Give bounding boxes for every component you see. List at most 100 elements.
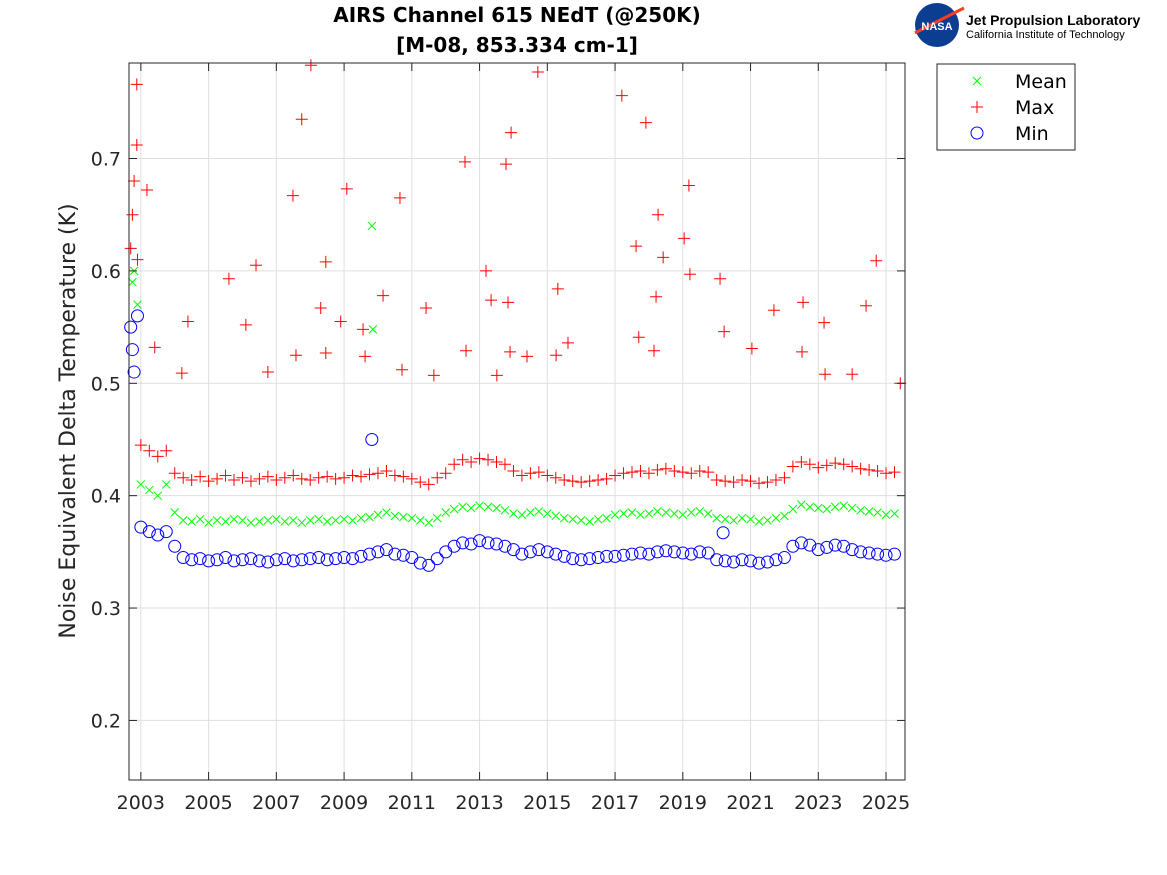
- max-point: [202, 475, 215, 488]
- max-point: [549, 471, 562, 484]
- max-point: [561, 336, 574, 349]
- max-point: [634, 464, 647, 477]
- min-point: [574, 553, 588, 567]
- mean-point: [864, 507, 874, 516]
- mean-point: [466, 503, 476, 513]
- max-point: [130, 78, 143, 91]
- logo-org: Jet Propulsion Laboratory: [966, 12, 1140, 28]
- max-point: [359, 350, 372, 363]
- max-point: [480, 264, 493, 277]
- legend-label-max: Max: [1015, 97, 1054, 119]
- x-tick-label: 2019: [659, 792, 707, 814]
- min-point: [820, 540, 834, 554]
- min-point: [346, 552, 360, 566]
- max-point: [710, 473, 723, 486]
- min-point: [125, 343, 139, 357]
- max-point: [414, 476, 427, 489]
- max-point: [632, 331, 645, 344]
- min-point: [388, 547, 402, 561]
- mean-point: [720, 514, 730, 524]
- min-point: [633, 546, 647, 560]
- logo-sub: California Institute of Technology: [966, 29, 1125, 41]
- min-point: [735, 553, 749, 567]
- max-point: [498, 458, 511, 471]
- max-point: [683, 268, 696, 281]
- x-tick-label: 2007: [252, 792, 300, 814]
- min-point: [413, 556, 427, 570]
- mean-point: [322, 517, 332, 526]
- max-point: [287, 469, 300, 482]
- mean-point: [712, 513, 722, 523]
- min-point: [591, 550, 605, 564]
- mean-point: [526, 508, 535, 517]
- mean-point: [737, 513, 747, 523]
- max-point: [714, 272, 727, 285]
- min-point: [176, 550, 190, 564]
- min-point: [716, 526, 730, 540]
- mean-point: [458, 502, 467, 512]
- min-point: [354, 549, 368, 563]
- mean-point: [822, 504, 832, 514]
- max-point: [583, 475, 596, 488]
- mean-point: [636, 510, 645, 520]
- max-point: [550, 349, 563, 362]
- max-point: [659, 462, 672, 475]
- max-point: [250, 259, 263, 272]
- max-point: [228, 473, 241, 486]
- min-point: [760, 555, 774, 569]
- min-point: [371, 545, 385, 559]
- max-point: [657, 251, 670, 264]
- mean-point: [771, 513, 781, 523]
- min-point: [219, 550, 233, 564]
- min-point: [337, 550, 351, 564]
- min-point: [777, 550, 791, 564]
- min-point: [329, 552, 343, 566]
- mean-point: [263, 516, 273, 525]
- max-point: [575, 476, 588, 489]
- max-point: [541, 469, 554, 482]
- legend-marker-min-icon: [970, 126, 984, 140]
- max-point: [181, 315, 194, 328]
- max-point: [175, 367, 188, 380]
- max-point: [314, 301, 327, 314]
- chart-title-line1: AIRS Channel 615 NEdT (@250K): [333, 3, 701, 27]
- jpl-logo: NASA Jet Propulsion Laboratory Californi…: [914, 3, 1140, 47]
- max-point: [420, 301, 433, 314]
- plot-frame: [128, 62, 906, 781]
- min-point: [617, 548, 631, 562]
- mean-point: [432, 513, 442, 523]
- min-point: [193, 552, 207, 566]
- mean-point: [754, 517, 764, 526]
- max-point: [286, 189, 299, 202]
- min-point: [362, 547, 376, 561]
- min-point: [278, 552, 292, 566]
- max-point: [505, 126, 518, 139]
- max-point: [473, 452, 486, 465]
- max-point: [819, 368, 832, 381]
- mean-point: [686, 508, 696, 517]
- min-point: [430, 552, 444, 566]
- max-point: [393, 191, 406, 204]
- max-point: [668, 464, 681, 477]
- x-tick-label: 2009: [320, 792, 368, 814]
- mean-point: [703, 509, 713, 519]
- max-point: [685, 467, 698, 480]
- max-point: [551, 282, 564, 295]
- min-point: [252, 554, 266, 568]
- max-point: [405, 472, 418, 485]
- max-point: [648, 344, 661, 357]
- min-point: [676, 546, 690, 560]
- min-point: [710, 553, 724, 567]
- max-point: [719, 475, 732, 488]
- max-point: [148, 341, 161, 354]
- max-point: [289, 349, 302, 362]
- min-point: [786, 539, 800, 553]
- min-point: [127, 365, 141, 379]
- max-point: [278, 471, 291, 484]
- max-point: [880, 467, 893, 480]
- mean-point: [661, 508, 671, 517]
- max-point: [630, 240, 643, 253]
- min-point: [210, 553, 224, 567]
- max-point: [502, 296, 515, 309]
- min-point: [269, 553, 283, 567]
